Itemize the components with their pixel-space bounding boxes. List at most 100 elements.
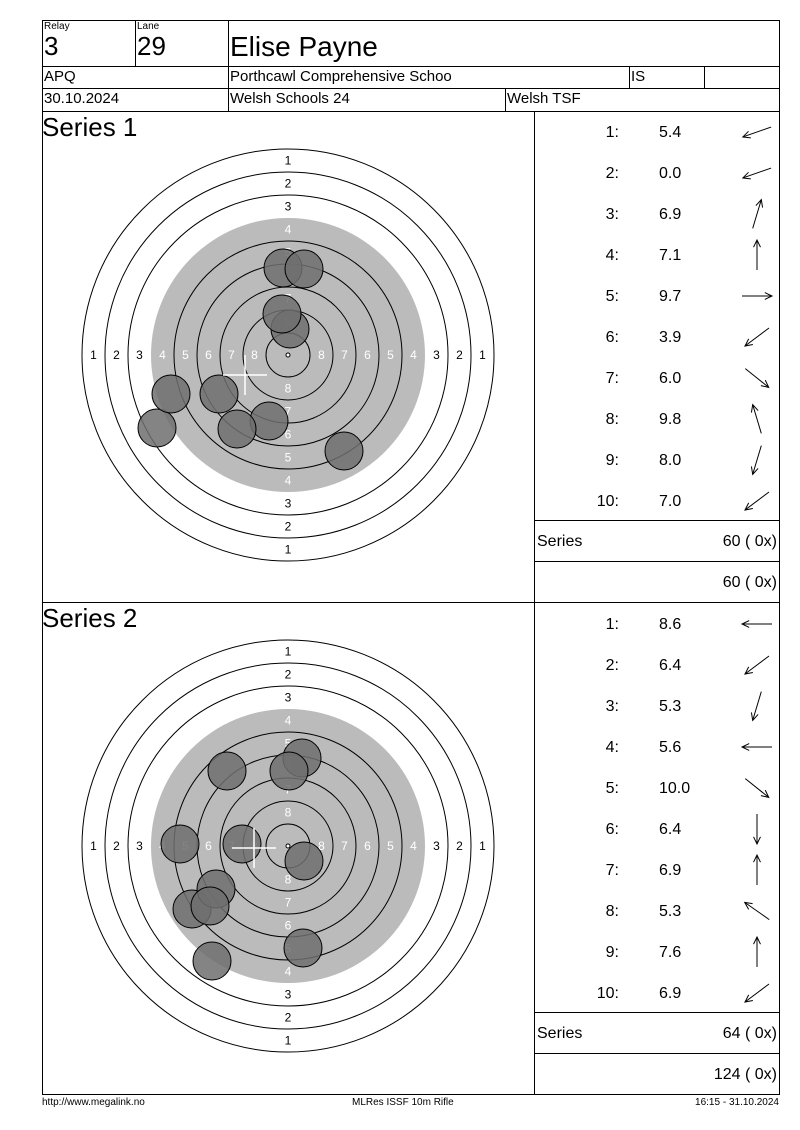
ring-label: 4: [285, 474, 292, 488]
ring-label: 2: [285, 1011, 292, 1025]
shot-hole: [262, 294, 302, 334]
ring-label: 1: [285, 645, 292, 659]
ring-label: 6: [205, 348, 212, 362]
shot-value: 6.9: [659, 985, 682, 1002]
ring-label: 5: [387, 839, 394, 853]
direction-arrow-icon: [744, 983, 770, 1003]
shot-row: 8: 9.8: [535, 399, 779, 440]
direction-arrow-icon: [752, 198, 764, 229]
shot-value: 7.6: [659, 944, 682, 961]
ring-label: 1: [479, 839, 486, 853]
ring-label: 7: [285, 896, 292, 910]
shot-row: 4: 5.6: [535, 727, 779, 768]
ring-label: 2: [113, 348, 120, 362]
club-cell: Porthcawl Comprehensive Schoo: [228, 66, 629, 88]
ring-label: 2: [285, 177, 292, 191]
shooter-name: Elise Payne: [230, 31, 378, 62]
ring-label: 3: [136, 839, 143, 853]
shot-number: 4:: [605, 739, 619, 756]
direction-arrow-icon: [741, 126, 772, 139]
shot-hole: [160, 824, 200, 864]
shot-value: 5.4: [659, 124, 682, 141]
shot-value: 8.6: [659, 616, 682, 633]
shot-row: 2: 6.4: [535, 645, 779, 686]
competition-name: Welsh Schools 24: [230, 90, 350, 107]
series-1-title: Series 1: [42, 112, 138, 142]
shot-hole: [199, 374, 239, 414]
ring-label: 4: [285, 223, 292, 237]
shot-row: 8: 5.3: [535, 891, 779, 932]
direction-arrow-icon: [740, 620, 772, 628]
organizer-cell: Welsh TSF: [505, 88, 780, 111]
shot-value: 7.1: [659, 247, 682, 264]
name-cell: Elise Payne: [228, 20, 780, 66]
competition-cell: Welsh Schools 24: [228, 88, 505, 111]
ring-label: 3: [433, 348, 440, 362]
shot-value: 9.7: [659, 288, 682, 305]
shot-number: 8:: [605, 411, 619, 428]
date-cell: 30.10.2024: [42, 88, 228, 111]
ring-label: 1: [90, 348, 97, 362]
shot-number: 6:: [605, 821, 619, 838]
shot-number: 9:: [605, 944, 619, 961]
shot-row: 10: 6.9: [535, 973, 779, 1014]
direction-arrow-icon: [741, 167, 772, 180]
ring-label: 6: [205, 839, 212, 853]
shot-value: 5.3: [659, 903, 682, 920]
shot-value: 5.3: [659, 698, 682, 715]
ring-label: 7: [341, 839, 348, 853]
ring-label: 8: [285, 806, 292, 820]
direction-arrow-icon: [742, 292, 774, 300]
shot-value: 6.9: [659, 862, 682, 879]
ring-label: 2: [113, 839, 120, 853]
shot-number: 2:: [605, 657, 619, 674]
mean-impact-crosshair-icon: [223, 355, 267, 395]
series-1-label: Series: [537, 533, 583, 550]
ring-label: 3: [285, 691, 292, 705]
shot-hole: [207, 751, 247, 791]
series-1-total: 60 ( 0x): [722, 533, 777, 550]
ring-label: 7: [285, 405, 292, 419]
ring-label: 4: [285, 965, 292, 979]
class-cell: APQ: [42, 66, 228, 88]
ring-label: 6: [285, 428, 292, 442]
ring-label: 2: [456, 839, 463, 853]
shot-value: 7.0: [659, 493, 682, 510]
direction-arrow-icon: [753, 814, 761, 846]
discipline-code: IS: [631, 68, 646, 85]
shot-value: 10.0: [659, 780, 691, 797]
shot-number: 1:: [605, 124, 619, 141]
direction-arrow-icon: [750, 445, 762, 476]
shot-hole: [283, 928, 323, 968]
direction-arrow-icon: [744, 491, 770, 511]
shot-number: 2:: [605, 165, 619, 182]
shot-number: 1:: [605, 616, 619, 633]
ring-label: 4: [410, 348, 417, 362]
shot-row: 1: 8.6: [535, 604, 779, 645]
shot-row: 2: 0.0: [535, 153, 779, 194]
ring-label: 7: [228, 348, 235, 362]
shot-value: 5.6: [659, 739, 682, 756]
shot-number: 5:: [605, 780, 619, 797]
series-2-title: Series 2: [42, 603, 138, 633]
direction-arrow-icon: [740, 743, 772, 751]
ring-label: 3: [285, 988, 292, 1002]
direction-arrow-icon: [743, 901, 770, 921]
series-1-target: 11112222333344445555666677778888: [81, 148, 495, 562]
series-1-running: 60 ( 0x): [535, 562, 779, 602]
ring-label: 6: [285, 919, 292, 933]
ring-label: 2: [285, 668, 292, 682]
shot-value: 0.0: [659, 165, 682, 182]
ring-label: 8: [318, 839, 325, 853]
shot-row: 5: 9.7: [535, 276, 779, 317]
ring-label: 8: [318, 348, 325, 362]
footer-software: MLRes ISSF 10m Rifle: [352, 1097, 454, 1108]
shot-value: 9.8: [659, 411, 682, 428]
series-2-summary: Series 64 ( 0x): [535, 1013, 779, 1053]
ring-label: 2: [456, 348, 463, 362]
direction-arrow-icon: [753, 935, 761, 967]
shot-hole: [190, 886, 230, 926]
lane-cell: Lane 29: [135, 20, 228, 66]
footer-url[interactable]: http://www.megalink.no: [42, 1097, 145, 1108]
shot-hole: [151, 374, 191, 414]
